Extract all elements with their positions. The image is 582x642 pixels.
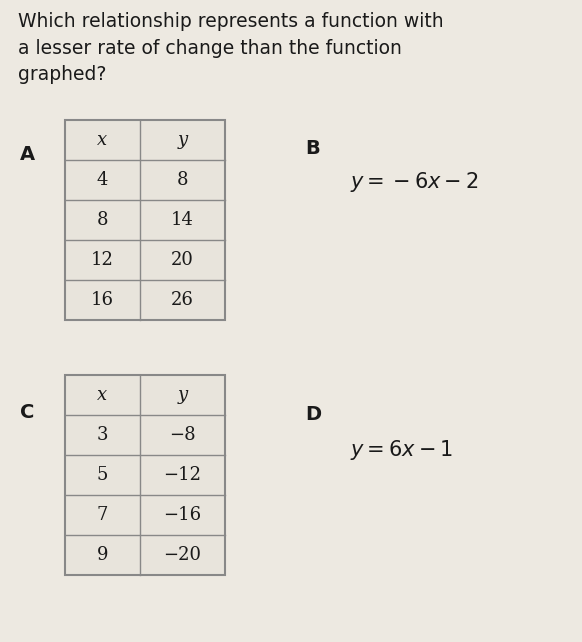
Text: C: C: [20, 403, 34, 422]
Text: 5: 5: [97, 466, 108, 484]
Text: −12: −12: [164, 466, 201, 484]
Text: x: x: [97, 386, 108, 404]
Text: 8: 8: [97, 211, 108, 229]
Text: 3: 3: [97, 426, 108, 444]
Text: 14: 14: [171, 211, 194, 229]
Text: $y = 6x - 1$: $y = 6x - 1$: [350, 438, 453, 462]
Bar: [65, 120, 225, 320]
Text: B: B: [305, 139, 320, 157]
Text: 12: 12: [91, 251, 114, 269]
Text: D: D: [305, 406, 321, 424]
Text: −20: −20: [164, 546, 201, 564]
Text: Which relationship represents a function with
a lesser rate of change than the f: Which relationship represents a function…: [18, 12, 443, 84]
Text: 16: 16: [91, 291, 114, 309]
Text: x: x: [97, 131, 108, 149]
Text: 4: 4: [97, 171, 108, 189]
Text: 7: 7: [97, 506, 108, 524]
Text: 20: 20: [171, 251, 194, 269]
Text: −16: −16: [164, 506, 201, 524]
Text: A: A: [20, 146, 35, 164]
Bar: [65, 375, 225, 575]
Text: 8: 8: [177, 171, 188, 189]
Text: 26: 26: [171, 291, 194, 309]
Text: −8: −8: [169, 426, 196, 444]
Text: 9: 9: [97, 546, 108, 564]
Text: y: y: [178, 131, 187, 149]
Text: y: y: [178, 386, 187, 404]
Text: $y = -6x - 2$: $y = -6x - 2$: [350, 170, 478, 194]
